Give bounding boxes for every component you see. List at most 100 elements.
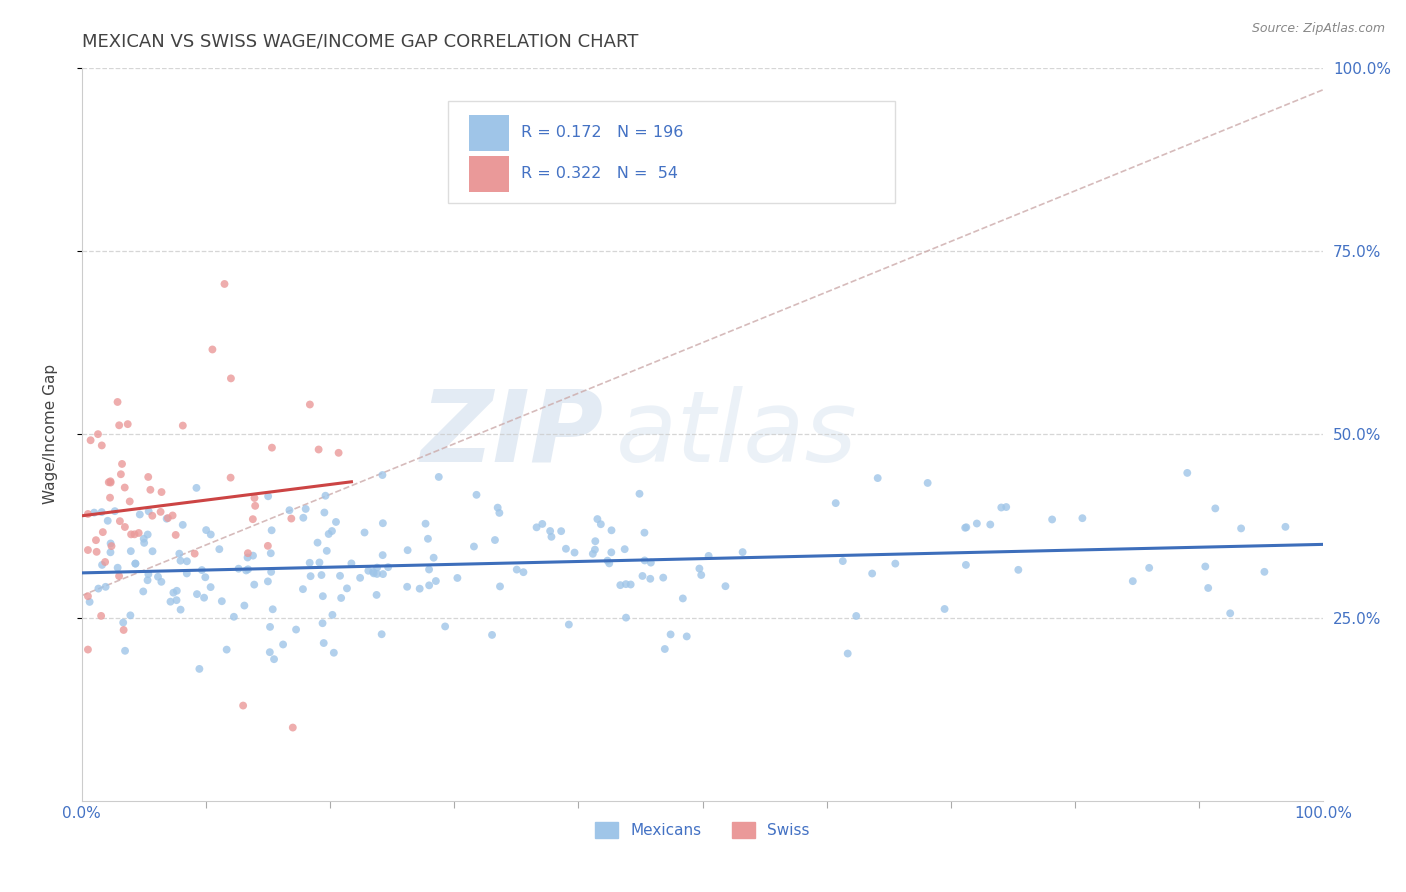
- Point: [100, 539, 122, 553]
- Point: [633, 525, 655, 540]
- Point: [609, 578, 631, 592]
- Point: [104, 504, 127, 518]
- Point: [640, 572, 662, 586]
- Point: [219, 470, 242, 484]
- Point: [128, 526, 150, 541]
- Point: [654, 642, 676, 657]
- Point: [124, 527, 146, 541]
- Point: [77, 543, 100, 558]
- Point: [366, 588, 388, 602]
- Point: [845, 609, 868, 624]
- Point: [108, 514, 131, 528]
- Point: [672, 591, 695, 606]
- Text: ZIP: ZIP: [420, 385, 603, 483]
- Point: [200, 580, 222, 594]
- Point: [260, 565, 283, 579]
- Point: [322, 646, 344, 660]
- Point: [614, 577, 637, 591]
- Point: [329, 569, 352, 583]
- Legend: Mexicans, Swiss: Mexicans, Swiss: [589, 816, 815, 845]
- Point: [371, 468, 394, 483]
- Point: [489, 579, 512, 593]
- Point: [114, 644, 136, 658]
- Point: [600, 524, 623, 538]
- Point: [90, 438, 112, 452]
- Point: [659, 627, 682, 641]
- Point: [77, 589, 100, 603]
- Point: [995, 500, 1018, 514]
- Point: [262, 602, 284, 616]
- Point: [166, 593, 188, 607]
- Point: [214, 277, 236, 291]
- Point: [200, 527, 222, 541]
- Point: [100, 545, 122, 559]
- Point: [141, 544, 163, 558]
- Point: [953, 521, 976, 535]
- Point: [138, 504, 160, 518]
- Point: [134, 536, 156, 550]
- Y-axis label: Wage/Income Gap: Wage/Income Gap: [44, 364, 58, 504]
- Point: [917, 475, 939, 490]
- Point: [183, 547, 205, 561]
- Point: [91, 525, 114, 540]
- Point: [934, 602, 956, 616]
- Point: [169, 547, 191, 561]
- Point: [583, 534, 606, 549]
- Point: [186, 481, 208, 495]
- Point: [87, 427, 110, 442]
- Point: [117, 417, 139, 431]
- Point: [564, 545, 586, 559]
- Point: [366, 560, 388, 574]
- Point: [77, 642, 100, 657]
- Point: [1122, 574, 1144, 589]
- Point: [298, 556, 321, 570]
- Point: [311, 616, 333, 631]
- Text: R = 0.172   N = 196: R = 0.172 N = 196: [522, 126, 683, 140]
- Point: [136, 574, 159, 588]
- Point: [165, 528, 187, 542]
- Point: [634, 553, 657, 567]
- Point: [328, 446, 350, 460]
- Point: [108, 569, 131, 583]
- Point: [222, 609, 245, 624]
- Point: [156, 512, 179, 526]
- Point: [628, 487, 651, 501]
- Point: [446, 571, 468, 585]
- Point: [120, 544, 142, 558]
- Point: [308, 556, 330, 570]
- Point: [589, 517, 612, 532]
- Text: Source: ZipAtlas.com: Source: ZipAtlas.com: [1251, 22, 1385, 36]
- Point: [100, 475, 122, 489]
- Point: [308, 442, 330, 457]
- Point: [418, 578, 440, 592]
- Point: [1007, 563, 1029, 577]
- Point: [1194, 559, 1216, 574]
- Point: [194, 570, 217, 584]
- Point: [91, 558, 114, 572]
- Point: [260, 441, 283, 455]
- Point: [242, 549, 264, 563]
- Point: [149, 505, 172, 519]
- Point: [312, 589, 335, 603]
- Point: [120, 608, 142, 623]
- Point: [97, 514, 120, 528]
- Point: [955, 558, 977, 572]
- Point: [418, 562, 440, 576]
- Point: [176, 566, 198, 581]
- Point: [77, 507, 100, 521]
- Point: [84, 533, 107, 548]
- Point: [640, 556, 662, 570]
- Point: [1219, 607, 1241, 621]
- Point: [150, 485, 173, 500]
- Point: [427, 470, 450, 484]
- Point: [233, 599, 256, 613]
- Point: [979, 517, 1001, 532]
- Text: atlas: atlas: [616, 385, 858, 483]
- Point: [188, 662, 211, 676]
- Point: [366, 566, 388, 581]
- Point: [201, 343, 224, 357]
- Point: [314, 489, 336, 503]
- Point: [211, 594, 233, 608]
- Point: [195, 523, 218, 537]
- Point: [100, 475, 122, 490]
